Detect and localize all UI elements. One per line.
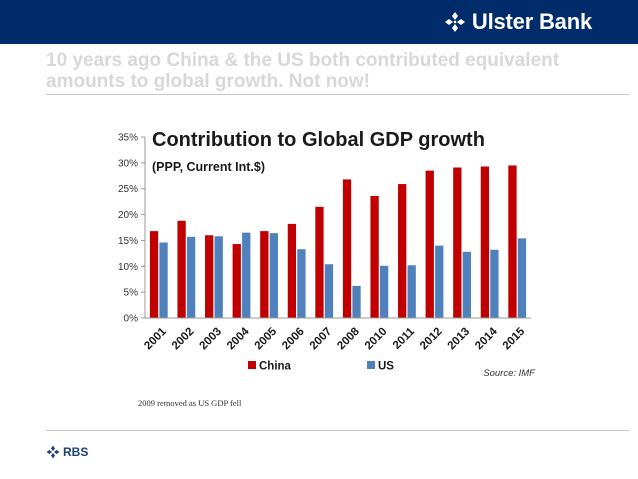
divider-bottom [46, 430, 630, 431]
bar-us-2010 [379, 265, 389, 318]
bar-china-2003 [205, 235, 214, 318]
x-axis: 2001 2002 2003 2004 2005 2006 2007 2008 2010 2011… [142, 317, 531, 353]
bar-china-2014 [480, 166, 490, 318]
bar-china-2011 [398, 184, 407, 318]
bar-china-2015 [508, 165, 517, 318]
bar-china-2002 [177, 220, 186, 318]
y-tick-label: 5% [124, 288, 139, 299]
bar-us-2014 [490, 249, 499, 318]
legend-swatch [248, 361, 256, 369]
bar-us-2012 [435, 245, 444, 318]
chart-subtitle: (PPP, Current Int.$) [152, 160, 265, 174]
y-tick-label: 20% [118, 210, 138, 221]
x-tick-label: 2014 [473, 325, 500, 352]
x-tick-label: 2006 [280, 326, 307, 353]
y-tick-label: 0% [124, 314, 139, 325]
footnote: 2009 removed as US GDP fell [138, 398, 242, 408]
bar-us-2002 [186, 236, 196, 318]
x-tick-label: 2001 [142, 325, 169, 352]
x-tick-label: 2015 [501, 325, 528, 352]
bar-china-2010 [370, 195, 379, 318]
bar-china-2001 [149, 231, 159, 318]
y-tick-label: 30% [118, 158, 138, 169]
y-tick-label: 15% [118, 236, 138, 247]
x-tick-label: 2002 [170, 326, 197, 353]
rbs-logo: RBS [46, 445, 88, 459]
x-tick-label: 2012 [418, 326, 445, 353]
bar-us-2007 [324, 264, 334, 318]
bar-china-2005 [260, 231, 269, 318]
bar-us-2011 [407, 265, 416, 318]
y-tick-label: 10% [118, 262, 138, 273]
ulster-bank-logo: Ulster Bank [444, 8, 592, 36]
bar-china-2006 [287, 223, 297, 318]
bar-china-2012 [425, 170, 434, 318]
chart-title: Contribution to Global GDP growth [152, 129, 485, 151]
bar-china-2008 [342, 179, 352, 318]
legend-item-us: US [367, 361, 394, 373]
bar-us-2008 [352, 285, 361, 318]
legend-label: US [378, 361, 394, 373]
x-tick-label: 2008 [335, 325, 362, 352]
y-axis: 0% 5% 10% 15% 20% 25% 30% 35% [118, 133, 146, 325]
bars [149, 165, 527, 318]
legend-label: China [259, 361, 292, 373]
bar-us-2013 [462, 251, 471, 318]
slide-headline: 10 years ago China & the US both contrib… [46, 50, 560, 92]
x-tick-label: 2010 [363, 326, 390, 353]
bar-china-2004 [232, 244, 241, 318]
y-tick-label: 35% [118, 133, 138, 144]
x-tick-label: 2005 [253, 325, 280, 352]
bar-us-2005 [269, 233, 278, 318]
header-bar: Ulster Bank [0, 0, 638, 44]
legend-item-china: China [248, 361, 292, 373]
x-tick-label: 2003 [197, 326, 224, 353]
rbs-label: RBS [63, 445, 89, 459]
divider-top [46, 94, 630, 95]
brand-name: Ulster Bank [471, 9, 592, 34]
bar-china-2007 [315, 206, 324, 318]
x-tick-label: 2004 [225, 325, 252, 352]
x-tick-label: 2007 [308, 326, 335, 353]
legend-swatch [367, 361, 375, 369]
x-tick-label: 2013 [446, 326, 473, 353]
y-tick-label: 25% [118, 184, 138, 195]
legend: China US [248, 361, 394, 373]
bar-us-2004 [242, 232, 251, 318]
bar-china-2013 [453, 167, 462, 318]
bar-us-2001 [159, 242, 168, 318]
bar-us-2003 [214, 236, 223, 318]
x-tick-label: 2011 [391, 325, 418, 352]
ulster-bank-logo-icon [444, 12, 465, 32]
chart-source: Source: IMF [483, 368, 536, 379]
rbs-logo-icon [46, 445, 60, 459]
bar-us-2015 [517, 238, 527, 318]
bar-us-2006 [297, 249, 306, 318]
